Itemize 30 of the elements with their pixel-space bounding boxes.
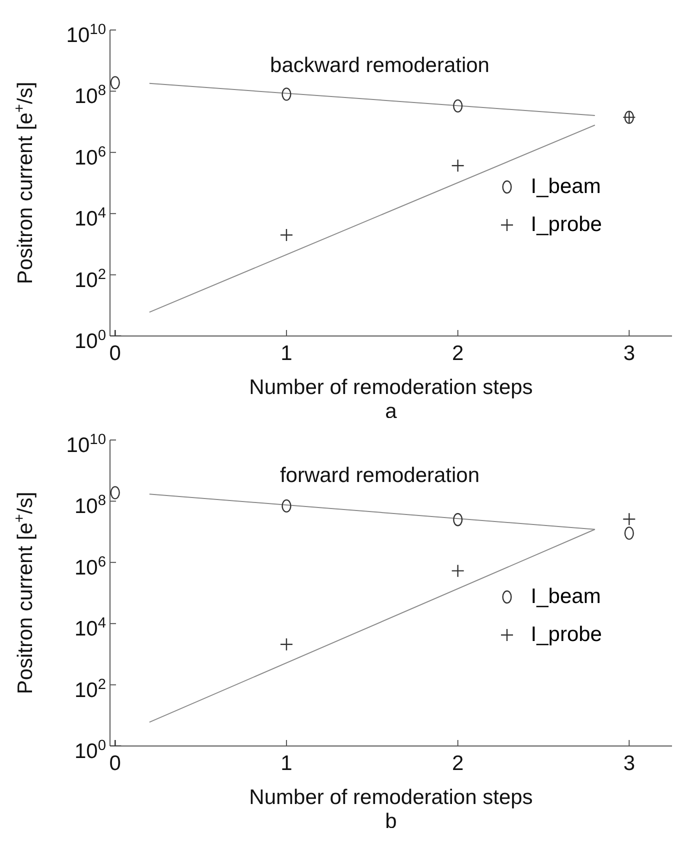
x-tick-label: 3	[623, 342, 636, 365]
y-tick-label: 10$^{8}$	[74, 493, 106, 518]
x-tick-label: 1	[280, 342, 292, 365]
x-axis-title: Number of remoderation steps	[249, 376, 533, 399]
legend-label: I_probe	[530, 212, 602, 237]
legend-label: I_probe	[530, 622, 602, 647]
y-tick-label: 10$^{0}$	[74, 328, 106, 353]
text: b	[385, 810, 397, 833]
legend-label: I_beam	[530, 174, 601, 199]
x-tick-label: 1	[280, 752, 292, 775]
x-tick-label: 2	[452, 752, 464, 775]
x-tick-label: 3	[623, 752, 636, 775]
x-tick-label: 2	[452, 342, 464, 365]
x-axis-title: Number of remoderation steps	[249, 786, 533, 809]
text: forward remoderation	[280, 464, 480, 487]
y-tick-label: 10$^{0}$	[74, 738, 106, 763]
y-tick-label: 10$^{2}$	[74, 676, 106, 702]
y-tick-label: 10$^{10}$	[66, 432, 106, 457]
y-tick-label: 10$^{6}$	[74, 144, 106, 170]
y-tick-label: 10$^{4}$	[74, 616, 106, 641]
x-tick-label: 0	[109, 342, 121, 365]
y-tick-label: 10$^{2}$	[74, 266, 106, 292]
text: a	[385, 400, 398, 423]
y-tick-label: 10$^{10}$	[66, 22, 106, 47]
text: backward remoderation	[270, 54, 490, 77]
y-tick-label: 10$^{6}$	[74, 554, 106, 580]
y-tick-label: 10$^{8}$	[74, 83, 106, 108]
x-tick-label: 0	[109, 752, 121, 775]
legend-label: I_beam	[530, 584, 601, 609]
y-tick-label: 10$^{4}$	[74, 206, 106, 231]
